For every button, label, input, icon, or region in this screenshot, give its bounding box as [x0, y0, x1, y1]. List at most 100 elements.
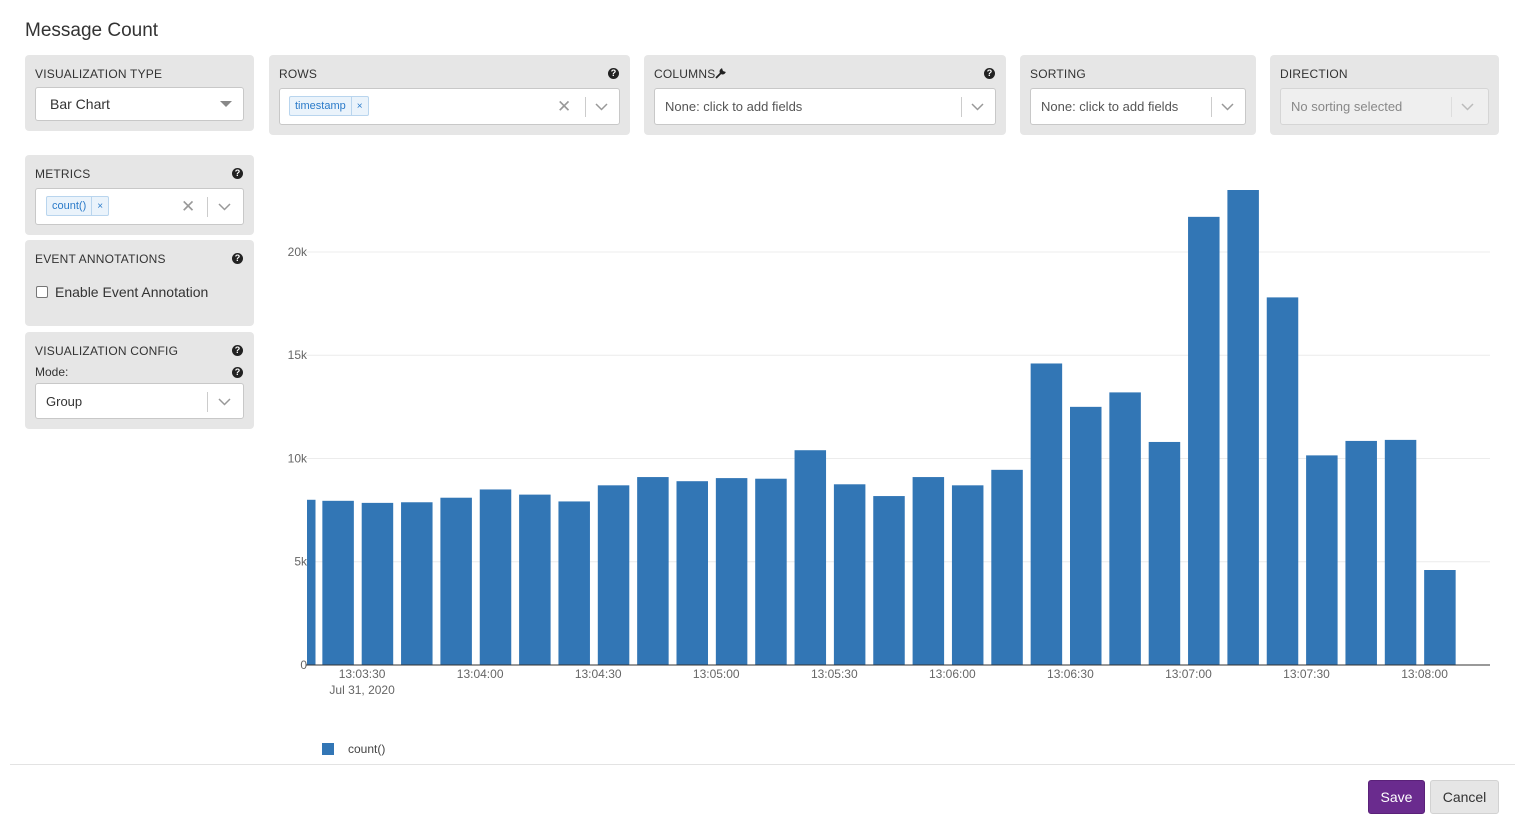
- x-tick-label: 13:04:00: [457, 667, 504, 681]
- x-tick-label: 13:08:00: [1401, 667, 1448, 681]
- bar[interactable]: [1384, 439, 1417, 665]
- bar[interactable]: [1227, 190, 1259, 665]
- columns-label-text: COLUMNS: [654, 67, 716, 81]
- bar[interactable]: [912, 477, 945, 665]
- sorting-panel: SORTING None: click to add fields: [1020, 55, 1256, 135]
- chevron-down-icon[interactable]: [218, 398, 231, 406]
- clear-icon[interactable]: ✕: [181, 197, 196, 216]
- bar[interactable]: [833, 484, 866, 665]
- select-divider: [1211, 97, 1212, 117]
- bar[interactable]: [873, 496, 905, 665]
- metrics-tag-remove-icon[interactable]: ×: [91, 197, 108, 215]
- metrics-select[interactable]: count() × ✕: [35, 188, 244, 225]
- x-tick-label: 13:07:30: [1283, 667, 1330, 681]
- select-divider: [585, 97, 586, 117]
- bar[interactable]: [1030, 363, 1063, 665]
- enable-event-annotation-label[interactable]: Enable Event Annotation: [55, 284, 209, 300]
- bar[interactable]: [1424, 570, 1456, 665]
- visualization-config-panel: VISUALIZATION CONFIG ? Mode: ? Group: [25, 332, 254, 429]
- bar[interactable]: [1188, 216, 1220, 665]
- visualization-type-select[interactable]: Bar Chart: [35, 87, 244, 121]
- visualization-type-label: VISUALIZATION TYPE: [35, 67, 163, 81]
- bar[interactable]: [558, 501, 590, 665]
- mode-label: Mode:: [35, 365, 69, 379]
- help-icon[interactable]: ?: [232, 345, 243, 356]
- direction-panel: DIRECTION No sorting selected: [1270, 55, 1499, 135]
- x-tick-label: 13:07:00: [1165, 667, 1212, 681]
- columns-label: COLUMNS: [654, 67, 727, 81]
- rows-panel: ROWS ? timestamp × ✕: [269, 55, 630, 135]
- help-icon[interactable]: ?: [232, 253, 243, 264]
- x-tick-label: 13:03:30: [339, 667, 386, 681]
- help-icon[interactable]: ?: [984, 68, 995, 79]
- direction-placeholder: No sorting selected: [1291, 99, 1403, 114]
- help-icon[interactable]: ?: [608, 68, 619, 79]
- mode-value: Group: [46, 393, 83, 409]
- direction-label: DIRECTION: [1280, 67, 1348, 81]
- caret-down-icon: [220, 101, 232, 107]
- bar[interactable]: [637, 477, 669, 665]
- bar[interactable]: [1306, 455, 1338, 665]
- page-title: Message Count: [25, 20, 159, 41]
- save-button[interactable]: Save: [1368, 780, 1425, 814]
- rows-label: ROWS: [279, 67, 318, 81]
- sorting-placeholder: None: click to add fields: [1041, 99, 1179, 114]
- y-tick-label: 10k: [288, 451, 308, 465]
- bar[interactable]: [991, 469, 1023, 665]
- bar[interactable]: [361, 502, 394, 665]
- bar[interactable]: [715, 478, 748, 665]
- cancel-button[interactable]: Cancel: [1430, 780, 1499, 814]
- bar[interactable]: [322, 500, 354, 665]
- rows-select[interactable]: timestamp × ✕: [279, 88, 620, 125]
- bar[interactable]: [479, 489, 512, 665]
- chevron-down-icon[interactable]: [218, 203, 231, 211]
- x-tick-label: 13:04:30: [575, 667, 622, 681]
- chevron-down-icon[interactable]: [595, 103, 608, 111]
- x-tick-label: 13:05:30: [811, 667, 858, 681]
- bar[interactable]: [794, 450, 827, 665]
- sorting-select[interactable]: None: click to add fields: [1030, 88, 1246, 125]
- event-annotations-panel: EVENT ANNOTATIONS ? Enable Event Annotat…: [25, 240, 254, 326]
- bar[interactable]: [597, 485, 630, 665]
- help-icon[interactable]: ?: [232, 367, 243, 378]
- chevron-down-icon[interactable]: [971, 103, 984, 111]
- bar[interactable]: [1070, 406, 1102, 665]
- chevron-down-icon[interactable]: [1221, 103, 1234, 111]
- help-icon[interactable]: ?: [232, 168, 243, 179]
- metrics-tag-label: count(): [52, 200, 87, 212]
- bar[interactable]: [1148, 441, 1181, 665]
- bar[interactable]: [676, 481, 709, 665]
- bar[interactable]: [1109, 392, 1141, 665]
- rows-tag-label: timestamp: [295, 100, 346, 112]
- visualization-type-panel: VISUALIZATION TYPE Bar Chart: [25, 55, 254, 131]
- metrics-panel: METRICS ? count() × ✕: [25, 155, 254, 235]
- bar[interactable]: [1266, 297, 1299, 665]
- columns-select[interactable]: None: click to add fields: [654, 88, 996, 125]
- bar[interactable]: [307, 499, 316, 665]
- select-divider: [207, 197, 208, 217]
- legend-swatch[interactable]: [322, 743, 334, 755]
- bar[interactable]: [519, 494, 551, 665]
- bar[interactable]: [401, 502, 433, 665]
- visualization-type-value: Bar Chart: [50, 96, 110, 112]
- y-tick-label: 0: [300, 658, 307, 672]
- clear-icon[interactable]: ✕: [557, 97, 572, 116]
- event-annotations-label: EVENT ANNOTATIONS: [35, 252, 166, 266]
- enable-event-annotation-checkbox[interactable]: [36, 286, 48, 298]
- chevron-down-icon[interactable]: [1461, 103, 1474, 111]
- mode-select[interactable]: Group: [35, 383, 244, 419]
- metrics-label: METRICS: [35, 167, 91, 181]
- bar[interactable]: [755, 478, 787, 665]
- legend-label[interactable]: count(): [348, 742, 386, 756]
- bar[interactable]: [951, 485, 984, 665]
- select-divider: [1451, 97, 1452, 117]
- rows-tag: timestamp ×: [289, 96, 369, 116]
- footer-divider: [10, 764, 1515, 765]
- y-tick-label: 5k: [294, 555, 308, 569]
- visualization-config-label: VISUALIZATION CONFIG: [35, 344, 179, 358]
- y-tick-label: 15k: [288, 348, 308, 362]
- rows-tag-remove-icon[interactable]: ×: [350, 97, 368, 115]
- bar[interactable]: [440, 497, 472, 665]
- direction-select[interactable]: No sorting selected: [1280, 88, 1489, 125]
- bar[interactable]: [1345, 440, 1377, 665]
